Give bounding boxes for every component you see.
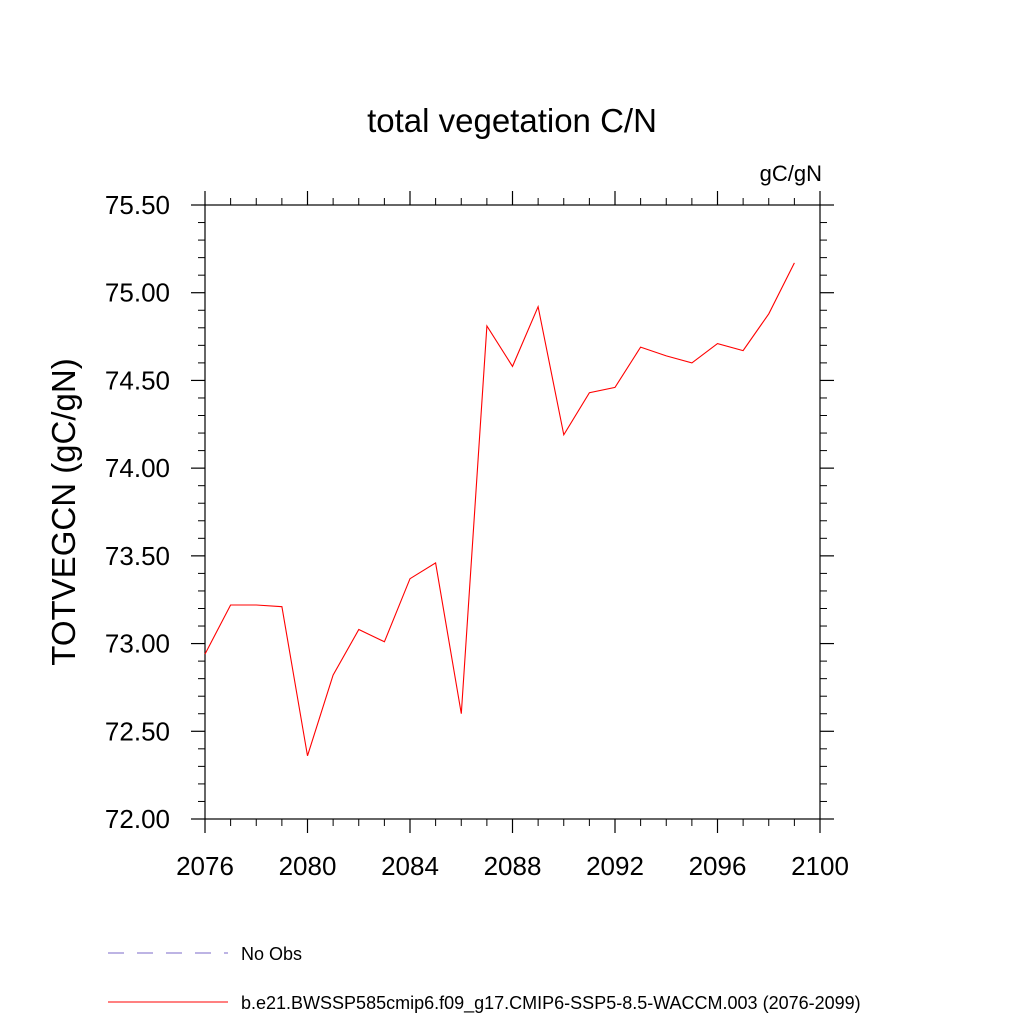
axis-tick-labels: 2076 2080 2084 2088 2092 2096 2100 72.00 72.50 73…	[105, 190, 849, 881]
x-tick-label: 2092	[586, 851, 644, 881]
data-point	[434, 562, 436, 564]
legend-label-1: b.e21.BWSSP585cmip6.f09_g17.CMIP6-SSP5-8…	[241, 993, 861, 1014]
data-point	[383, 641, 385, 643]
chart-title: total vegetation C/N	[367, 102, 657, 139]
x-tick-label: 2084	[381, 851, 439, 881]
series-layer	[204, 262, 795, 757]
data-point	[281, 606, 283, 608]
data-point	[639, 346, 641, 348]
y-tick-label: 73.00	[105, 629, 170, 659]
y-tick-label: 75.50	[105, 190, 170, 220]
data-point	[332, 674, 334, 676]
data-point	[511, 365, 513, 367]
data-point	[306, 755, 308, 757]
data-point	[204, 653, 206, 655]
data-point	[255, 604, 257, 606]
x-tick-label: 2076	[176, 851, 234, 881]
data-point	[409, 577, 411, 579]
data-point	[768, 313, 770, 315]
y-tick-label: 75.00	[105, 278, 170, 308]
legend-label-0: No Obs	[241, 944, 302, 964]
y-tick-label: 72.50	[105, 716, 170, 746]
data-point	[358, 628, 360, 630]
data-point	[691, 362, 693, 364]
y-tick-label: 73.50	[105, 541, 170, 571]
x-tick-label: 2100	[791, 851, 849, 881]
series-line-0	[204, 262, 795, 756]
axis-ticks	[191, 191, 834, 833]
data-point	[537, 306, 539, 308]
data-point	[614, 386, 616, 388]
data-point	[742, 349, 744, 351]
x-tick-label: 2096	[689, 851, 747, 881]
data-point	[460, 713, 462, 715]
data-point	[588, 392, 590, 394]
data-point	[229, 604, 231, 606]
data-point	[486, 325, 488, 327]
y-tick-label: 74.50	[105, 365, 170, 395]
y-tick-label: 74.00	[105, 453, 170, 483]
units-label: gC/gN	[760, 161, 822, 186]
data-point	[563, 434, 565, 436]
y-tick-label: 72.00	[105, 804, 170, 834]
data-point	[716, 342, 718, 344]
data-point	[793, 262, 795, 264]
plot-frame	[204, 204, 821, 820]
x-tick-label: 2080	[279, 851, 337, 881]
data-point	[665, 355, 667, 357]
legend: No Obs b.e21.BWSSP585cmip6.f09_g17.CMIP6-…	[108, 944, 861, 1014]
x-tick-label: 2088	[484, 851, 542, 881]
y-axis-label: TOTVEGCN (gC/gN)	[45, 358, 82, 665]
